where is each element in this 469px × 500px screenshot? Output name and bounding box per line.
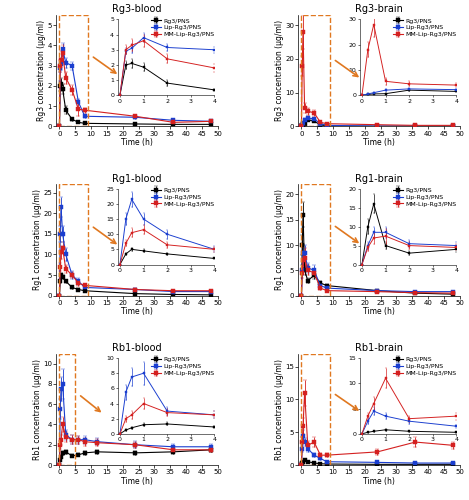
X-axis label: Time (h): Time (h) bbox=[363, 138, 395, 147]
Legend: Rg3/PNS, Lip-Rg3/PNS, MM-Lip-Rg3/PNS: Rg3/PNS, Lip-Rg3/PNS, MM-Lip-Rg3/PNS bbox=[151, 18, 214, 38]
Bar bbox=[302, 15, 330, 126]
Title: Rb1-blood: Rb1-blood bbox=[112, 343, 162, 353]
Legend: Rg3/PNS, Lip-Rg3/PNS, MM-Lip-Rg3/PNS: Rg3/PNS, Lip-Rg3/PNS, MM-Lip-Rg3/PNS bbox=[151, 188, 214, 206]
X-axis label: Time (h): Time (h) bbox=[121, 476, 153, 486]
X-axis label: Time (h): Time (h) bbox=[121, 138, 153, 147]
Title: Rg3-blood: Rg3-blood bbox=[112, 4, 162, 14]
Title: Rg1-brain: Rg1-brain bbox=[355, 174, 403, 184]
Y-axis label: Rb1 concentration (μg/ml): Rb1 concentration (μg/ml) bbox=[275, 359, 284, 460]
Y-axis label: Rg3 concentration (μg/ml): Rg3 concentration (μg/ml) bbox=[37, 20, 46, 122]
Bar bbox=[60, 354, 75, 465]
Legend: Rg3/PNS, Lip-Rg3/PNS, MM-Lip-Rg3/PNS: Rg3/PNS, Lip-Rg3/PNS, MM-Lip-Rg3/PNS bbox=[151, 356, 214, 376]
Y-axis label: Rb1 concentration (μg/ml): Rb1 concentration (μg/ml) bbox=[33, 359, 42, 460]
Y-axis label: Rg1 concentration (μg/ml): Rg1 concentration (μg/ml) bbox=[275, 190, 284, 290]
Title: Rg3-brain: Rg3-brain bbox=[355, 4, 403, 14]
Title: Rb1-brain: Rb1-brain bbox=[355, 343, 403, 353]
Title: Rg1-blood: Rg1-blood bbox=[112, 174, 162, 184]
Legend: Rg3/PNS, Lip-Rg3/PNS, MM-Lip-Rg3/PNS: Rg3/PNS, Lip-Rg3/PNS, MM-Lip-Rg3/PNS bbox=[393, 188, 456, 206]
X-axis label: Time (h): Time (h) bbox=[121, 307, 153, 316]
Y-axis label: Rg1 concentration (μg/ml): Rg1 concentration (μg/ml) bbox=[33, 190, 42, 290]
Bar bbox=[302, 184, 330, 296]
X-axis label: Time (h): Time (h) bbox=[363, 307, 395, 316]
Y-axis label: Rg3 concentration (μg/ml): Rg3 concentration (μg/ml) bbox=[275, 20, 284, 122]
Bar bbox=[60, 15, 88, 126]
Legend: Rg3/PNS, Lip-Rg3/PNS, MM-Lip-Rg3/PNS: Rg3/PNS, Lip-Rg3/PNS, MM-Lip-Rg3/PNS bbox=[393, 356, 456, 376]
Bar bbox=[60, 184, 88, 296]
X-axis label: Time (h): Time (h) bbox=[363, 476, 395, 486]
Legend: Rg3/PNS, Lip-Rg3/PNS, MM-Lip-Rg3/PNS: Rg3/PNS, Lip-Rg3/PNS, MM-Lip-Rg3/PNS bbox=[393, 18, 456, 38]
Bar bbox=[302, 354, 330, 465]
